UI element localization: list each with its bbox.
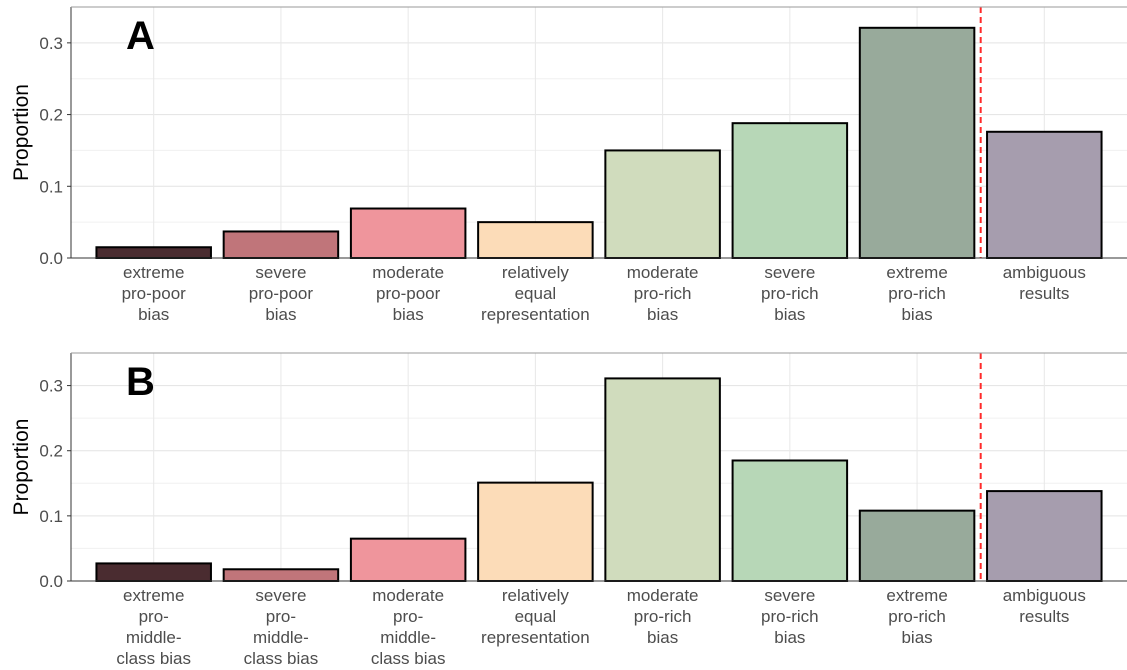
panel-label: A	[126, 14, 155, 58]
y-tick-label: 0.2	[39, 442, 63, 461]
x-tick-label: relatively equal representation	[481, 263, 590, 324]
y-tick-label: 0.3	[39, 377, 63, 396]
x-tick-label: ambiguous results	[1003, 586, 1086, 626]
y-tick-label: 0.0	[39, 249, 63, 268]
bar-1	[95, 562, 212, 583]
x-tick-label: relatively equal representation	[481, 586, 590, 647]
x-tick-label: extreme pro-middle-class bias	[116, 586, 191, 668]
x-tick-label: extreme pro-rich bias	[886, 263, 947, 324]
bar-4	[477, 481, 594, 582]
x-tick-label: moderate pro-rich bias	[627, 586, 699, 647]
x-tick-label: extreme pro-rich bias	[886, 586, 947, 647]
bar-6	[731, 122, 849, 259]
y-tick-label: 0.1	[39, 177, 63, 196]
bar-2	[222, 568, 340, 583]
bar-7	[858, 26, 976, 259]
y-tick-label: 0.3	[39, 34, 63, 53]
bar-3	[349, 207, 467, 259]
bar-1	[95, 246, 212, 260]
x-tick-label: severe pro-poor bias	[249, 263, 314, 324]
bar-5	[604, 149, 721, 259]
bar-8	[986, 490, 1103, 582]
x-tick-label: extreme pro-poor bias	[122, 263, 187, 324]
bar-7	[858, 509, 976, 583]
bar-5	[604, 377, 721, 582]
x-tick-label: moderate pro-poor bias	[372, 263, 444, 324]
x-tick-label: moderate pro-middle-class bias	[371, 586, 446, 668]
x-tick-label: severe pro-rich bias	[761, 586, 819, 647]
bar-2	[222, 230, 340, 259]
panel-label: B	[126, 360, 155, 404]
bar-3	[349, 537, 467, 583]
y-tick-label: 0.0	[39, 572, 63, 591]
x-tick-label: moderate pro-rich bias	[627, 263, 699, 324]
y-tick-label: 0.2	[39, 106, 63, 125]
x-tick-label: severe pro-middle-class bias	[244, 586, 319, 668]
x-tick-label: severe pro-rich bias	[761, 263, 819, 324]
bar-8	[986, 130, 1103, 259]
chart-panel-a: 0.0 0.1 0.2 0.3 extreme pro-poor bias severe pro…	[10, 6, 1127, 324]
x-tick-label: ambiguous results	[1003, 263, 1086, 303]
bar-6	[731, 459, 849, 582]
bar-4	[477, 221, 594, 259]
y-axis-label: Proportion	[10, 84, 33, 181]
y-tick-label: 0.1	[39, 507, 63, 526]
chart-panel-b: 0.0 0.1 0.2 0.3 extreme pro-middle-class bias…	[10, 352, 1127, 668]
y-axis-label: Proportion	[10, 419, 33, 516]
